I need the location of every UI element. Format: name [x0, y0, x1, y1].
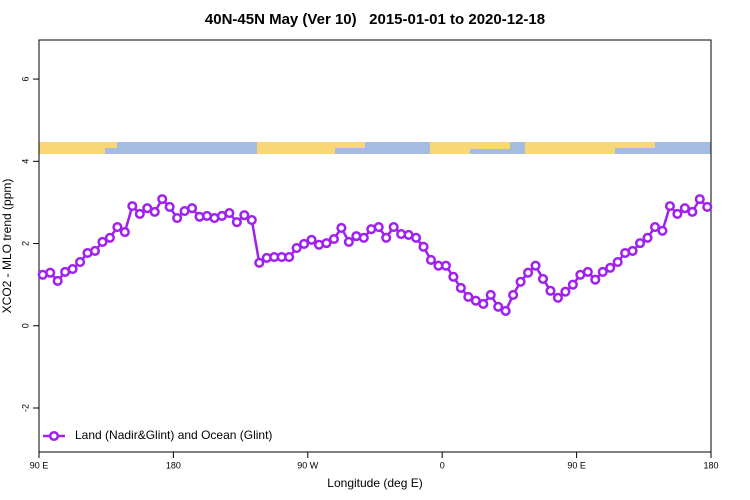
data-point — [500, 305, 511, 317]
data-point — [448, 271, 459, 282]
data-point — [231, 217, 242, 228]
data-point — [657, 225, 668, 236]
land-band — [39, 142, 105, 154]
land-band — [430, 142, 470, 154]
data-point — [284, 252, 295, 263]
data-point — [112, 222, 123, 233]
data-point — [694, 194, 705, 205]
data-point — [172, 212, 183, 224]
data-point — [590, 274, 601, 285]
legend-marker — [48, 430, 60, 442]
data-point — [336, 222, 347, 233]
data-point — [664, 201, 675, 212]
data-point — [67, 263, 78, 275]
data-point — [635, 238, 646, 249]
x-tick-label: 180 — [166, 460, 181, 470]
data-point — [552, 292, 563, 303]
data-point — [687, 206, 698, 217]
data-point — [119, 226, 130, 238]
data-point — [515, 276, 526, 287]
data-point — [463, 291, 474, 303]
data-point — [89, 245, 101, 256]
data-point — [672, 208, 683, 219]
data-point — [493, 301, 504, 312]
data-point — [627, 245, 638, 256]
data-point — [97, 236, 108, 247]
data-point — [52, 275, 63, 287]
data-point — [104, 232, 115, 243]
data-point — [560, 286, 571, 297]
data-point — [411, 232, 422, 243]
data-point — [254, 257, 265, 268]
y-tick-label: 0 — [20, 323, 30, 328]
y-tick-label: 4 — [20, 159, 30, 164]
data-point — [545, 285, 556, 296]
y-tick-label: 6 — [20, 77, 30, 82]
data-point — [530, 260, 541, 271]
data-point — [299, 238, 310, 249]
land-band — [105, 142, 117, 148]
data-point — [612, 256, 623, 268]
data-point — [246, 215, 257, 226]
data-point — [343, 236, 354, 247]
data-point — [508, 289, 519, 300]
data-point — [45, 267, 56, 278]
data-point — [605, 262, 616, 273]
data-point — [649, 222, 661, 233]
x-tick-label: 180 — [703, 460, 718, 470]
x-tick-label: 0 — [440, 460, 445, 470]
x-axis-label: Longitude (deg E) — [327, 476, 422, 490]
data-point — [157, 194, 168, 205]
data-point — [358, 232, 369, 243]
x-tick-label: 90 E — [567, 460, 586, 470]
y-axis-label: XCO2 - MLO trend (ppm) — [0, 179, 14, 314]
data-point — [582, 266, 593, 277]
land-band — [615, 142, 655, 148]
data-point — [321, 238, 332, 249]
data-point — [537, 273, 549, 284]
legend-label: Land (Nadir&Glint) and Ocean (Glint) — [75, 428, 272, 442]
land-band — [470, 142, 510, 149]
data-point — [702, 201, 713, 212]
data-point — [523, 267, 534, 278]
data-point — [75, 256, 86, 268]
data-point — [291, 243, 302, 254]
chart-title: 40N-45N May (Ver 10) 2015-01-01 to 2020-… — [205, 11, 545, 28]
plot-frame — [38, 39, 712, 453]
land-band — [335, 142, 365, 148]
land-ocean-strip — [39, 142, 711, 154]
data-point — [478, 298, 489, 310]
data-point — [127, 201, 138, 212]
data-point — [388, 222, 399, 233]
data-point — [373, 222, 384, 233]
y-tick-label: 2 — [20, 241, 30, 246]
data-point — [239, 210, 250, 221]
data-point — [164, 201, 175, 212]
land-band — [525, 142, 615, 154]
data-point — [567, 279, 578, 290]
data-point — [328, 233, 339, 245]
x-tick-label: 90 E — [30, 460, 49, 470]
y-tick-label: -2 — [20, 404, 30, 412]
x-tick-label: 90 W — [297, 460, 319, 470]
data-point — [679, 203, 690, 214]
data-point — [306, 234, 317, 245]
data-point — [142, 203, 153, 214]
data-point — [418, 241, 429, 252]
data-point — [455, 282, 466, 293]
land-band — [257, 142, 335, 154]
data-point — [597, 266, 608, 277]
data-point — [440, 260, 451, 271]
data-point — [187, 203, 198, 214]
data-point — [134, 208, 145, 219]
data-point — [425, 254, 437, 266]
data-point — [224, 208, 235, 219]
data-point — [642, 232, 653, 243]
data-point — [485, 289, 496, 300]
data-point — [381, 232, 392, 243]
data-point — [149, 206, 160, 217]
